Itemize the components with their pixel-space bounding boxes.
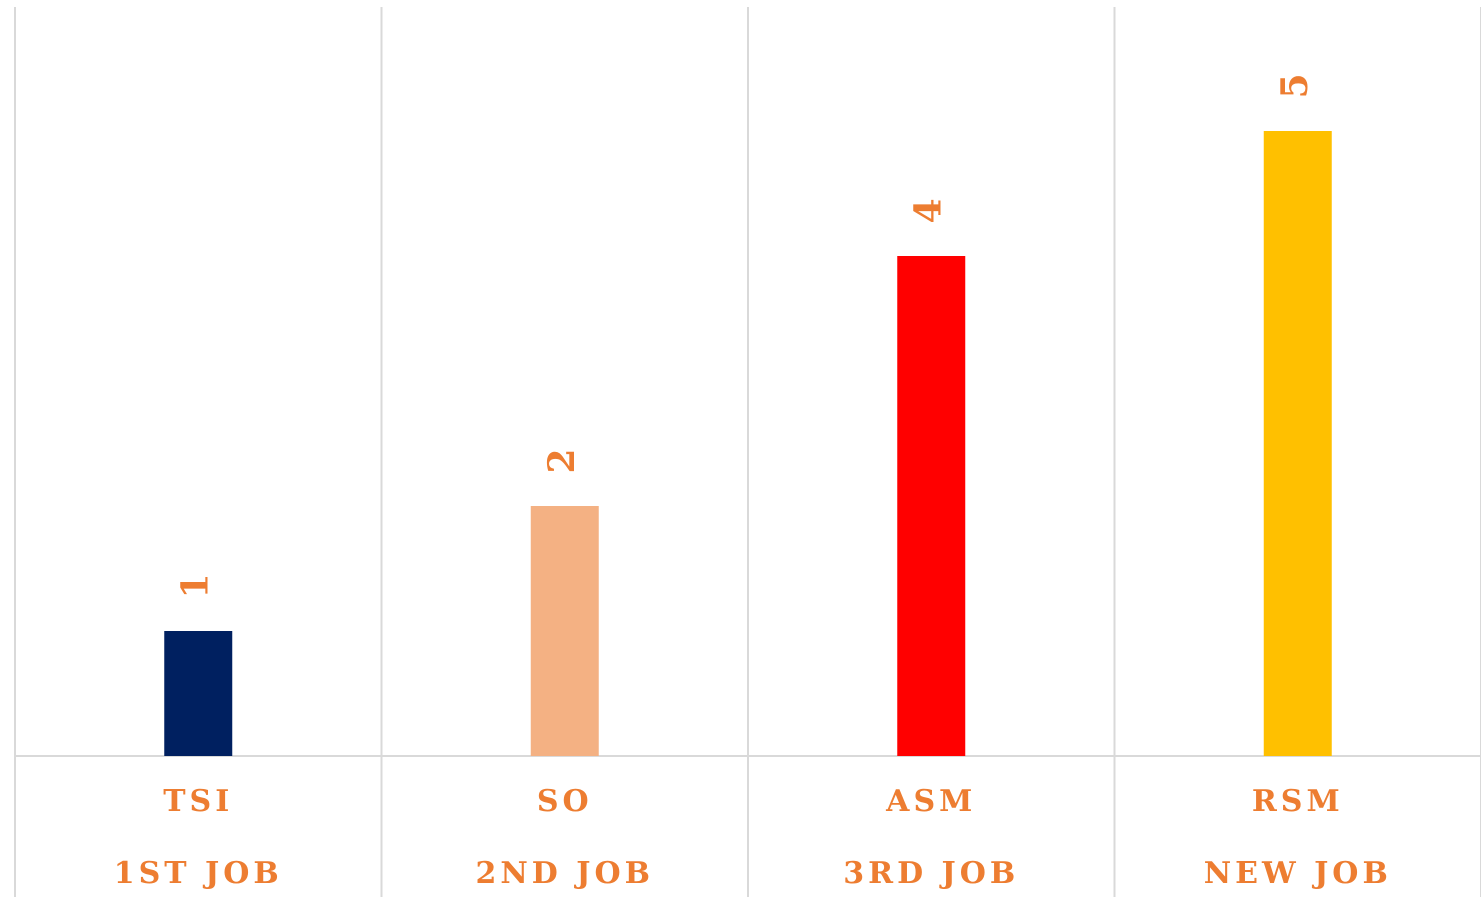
x-tick-sublabel: 2ND JOB xyxy=(476,856,654,891)
x-tick-label: ASM xyxy=(885,784,976,819)
value-label: 5 xyxy=(1274,73,1316,98)
bar xyxy=(530,506,599,756)
value-label: 4 xyxy=(907,198,949,223)
x-tick-sublabel: NEW JOB xyxy=(1204,856,1392,891)
x-tick-label: TSI xyxy=(163,784,233,819)
x-tick-sublabel: 3RD JOB xyxy=(843,856,1019,891)
bar xyxy=(1263,131,1332,756)
x-tick-sublabel: 1ST JOB xyxy=(114,856,283,891)
x-tick-label: RSM xyxy=(1252,784,1344,819)
x-tick-label: SO xyxy=(537,784,593,819)
value-label: 1 xyxy=(174,573,216,598)
bar xyxy=(897,256,966,756)
bar xyxy=(164,631,233,756)
value-label: 2 xyxy=(541,448,583,473)
